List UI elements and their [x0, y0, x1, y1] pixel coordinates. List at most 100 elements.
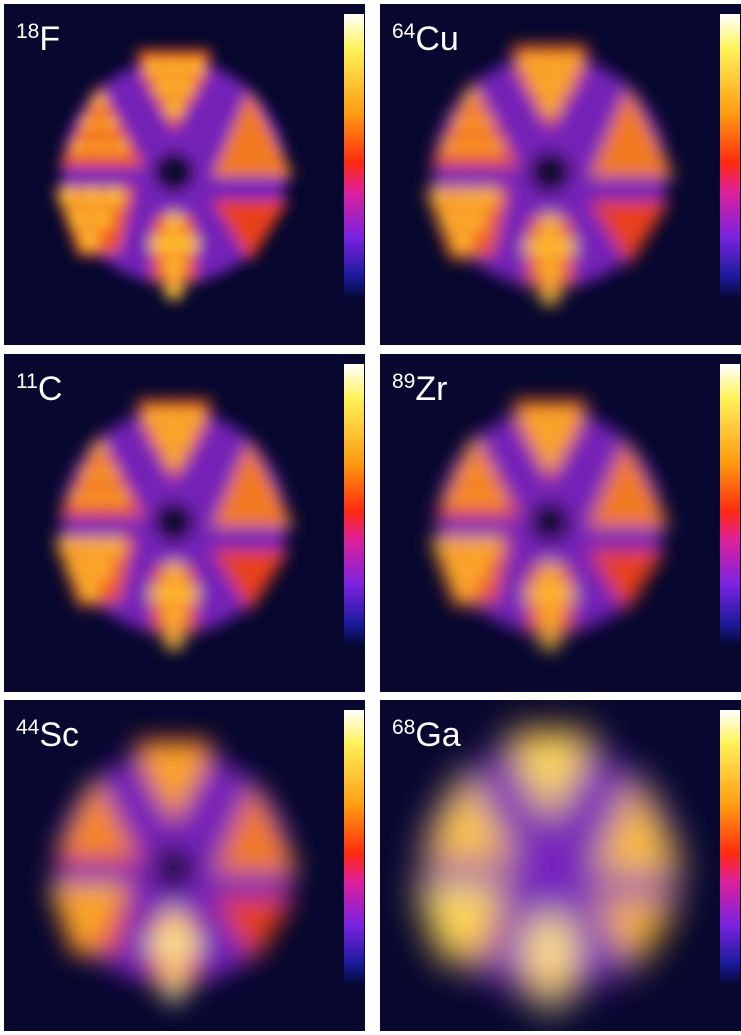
- hot-spot: [101, 884, 122, 905]
- hot-spot: [551, 428, 569, 446]
- mass-number: 44: [16, 716, 40, 739]
- hot-spot: [92, 559, 112, 579]
- hot-spot: [541, 95, 560, 114]
- hot-spot: [67, 834, 82, 849]
- hot-spot: [430, 188, 451, 209]
- panel: 89Zr: [380, 354, 741, 692]
- element-symbol: C: [38, 370, 63, 408]
- hot-spot: [539, 913, 562, 936]
- hot-spot: [454, 115, 469, 130]
- hot-spot: [529, 762, 549, 782]
- hot-spot: [540, 562, 560, 582]
- panel: 68Ga: [380, 700, 741, 1031]
- hot-spot: [88, 787, 103, 802]
- hot-spot: [540, 630, 560, 650]
- hot-spot: [454, 188, 475, 209]
- hot-spot: [165, 790, 184, 809]
- hot-spot: [102, 117, 116, 131]
- hot-spot: [468, 445, 482, 459]
- hot-spot: [540, 584, 560, 604]
- hot-spot: [92, 490, 106, 504]
- hot-spot: [164, 630, 184, 650]
- hot-spot: [185, 408, 203, 426]
- hot-spot: [74, 929, 95, 950]
- hot-spot: [521, 408, 539, 426]
- hot-spot: [88, 834, 103, 849]
- hot-spot: [517, 739, 537, 759]
- panel: 11C: [4, 354, 365, 692]
- hot-spot: [431, 910, 454, 933]
- mass-number: 68: [392, 716, 415, 739]
- hot-spot: [480, 832, 496, 848]
- hot-spot: [457, 832, 473, 848]
- hot-spot: [53, 884, 74, 905]
- element-symbol: Cu: [415, 20, 458, 58]
- hot-spot: [458, 537, 478, 557]
- hot-spot: [455, 580, 475, 600]
- hot-spot: [468, 490, 482, 504]
- panel: 18F: [4, 4, 365, 345]
- hot-spot: [109, 834, 124, 849]
- hot-spot: [457, 781, 473, 797]
- hot-spot: [540, 284, 561, 305]
- hot-spot: [92, 95, 106, 109]
- colorbar: [720, 14, 740, 300]
- hot-spot: [175, 428, 193, 446]
- hot-spot: [164, 280, 184, 300]
- hot-spot: [164, 584, 184, 604]
- hot-spot: [98, 810, 113, 825]
- hot-spot: [540, 214, 561, 235]
- colorbar: [344, 14, 364, 300]
- hot-spot: [92, 140, 106, 154]
- hot-spot: [145, 408, 163, 426]
- phantom-hole: [153, 847, 195, 889]
- hot-spot: [448, 490, 462, 504]
- hot-spot: [72, 490, 86, 504]
- hot-spot: [457, 910, 480, 933]
- hot-spot: [164, 562, 184, 582]
- hot-spot: [175, 769, 194, 788]
- hot-spot: [144, 748, 163, 767]
- hot-spot: [164, 257, 184, 277]
- hot-spot: [540, 784, 560, 804]
- hot-spot: [465, 139, 480, 154]
- colorbar: [720, 710, 740, 986]
- hot-spot: [446, 885, 469, 908]
- hot-spot: [175, 78, 193, 96]
- hot-spot: [540, 607, 560, 627]
- hot-spot: [164, 607, 184, 627]
- mass-number: 89: [392, 370, 415, 393]
- hot-spot: [82, 537, 102, 557]
- hot-spot: [145, 58, 163, 76]
- hot-spot: [465, 210, 486, 231]
- hot-spot: [104, 187, 124, 207]
- hot-spot: [435, 537, 455, 557]
- colorbar: [344, 364, 364, 647]
- phantom-hole: [530, 502, 570, 542]
- hot-spot: [478, 467, 492, 481]
- hot-spot: [186, 748, 205, 767]
- hot-spot: [165, 748, 184, 767]
- hot-spot: [82, 187, 102, 207]
- hot-spot: [443, 934, 466, 957]
- hot-spot: [79, 580, 99, 600]
- hot-spot: [446, 806, 462, 822]
- hot-spot: [471, 885, 494, 908]
- hot-spot: [541, 448, 559, 466]
- hot-spot: [520, 53, 539, 72]
- hot-spot: [486, 139, 501, 154]
- hot-spot: [155, 78, 173, 96]
- hot-spot: [551, 74, 570, 93]
- mass-number: 11: [16, 370, 38, 393]
- hot-spot: [551, 762, 571, 782]
- phantom-hole: [154, 502, 194, 542]
- mass-number: 18: [16, 20, 39, 43]
- hot-spot: [468, 559, 488, 579]
- element-symbol: Ga: [415, 716, 460, 754]
- element-symbol: F: [39, 20, 60, 58]
- hot-spot: [59, 537, 79, 557]
- hot-spot: [164, 957, 185, 978]
- hot-spot: [539, 938, 562, 961]
- phantom-hole: [532, 850, 568, 886]
- hot-spot: [104, 537, 124, 557]
